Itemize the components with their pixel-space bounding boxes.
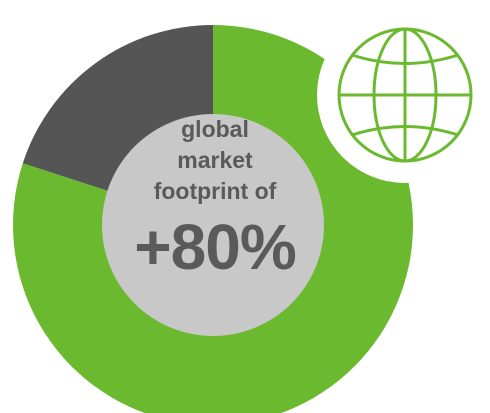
center-label-line-2: market <box>177 147 253 173</box>
center-label-line-1: global <box>181 116 249 142</box>
center-label-line-3: footprint of <box>153 178 277 204</box>
globe-icon <box>317 7 490 183</box>
center-value-label: +80% <box>134 211 296 283</box>
center-disc <box>102 114 324 336</box>
